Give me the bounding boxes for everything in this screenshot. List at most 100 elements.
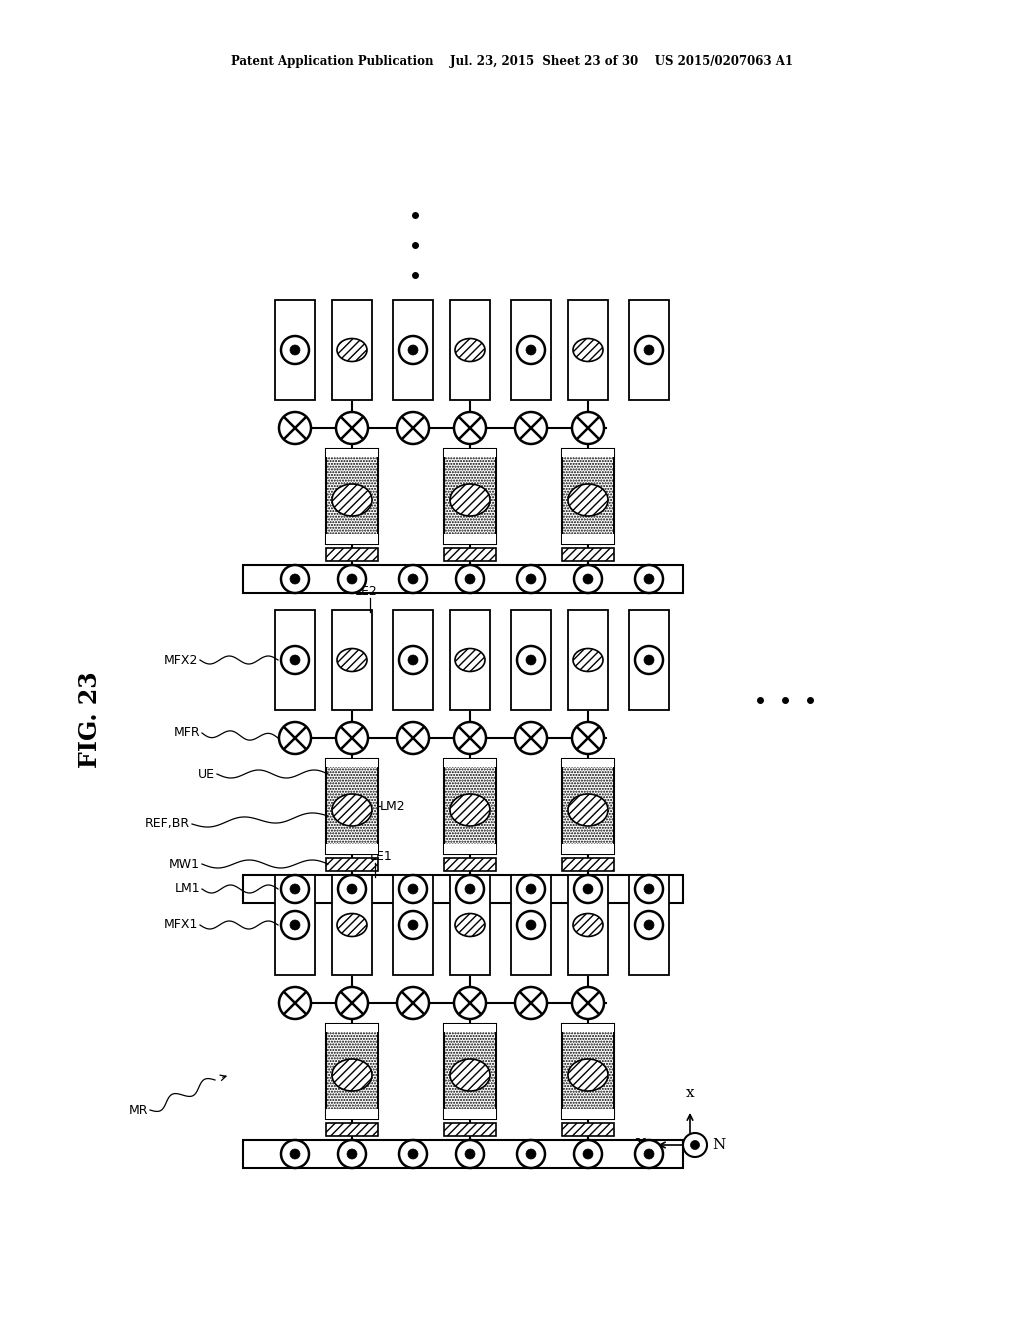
Ellipse shape — [337, 338, 367, 362]
Bar — [562, 1024, 614, 1119]
Circle shape — [454, 722, 486, 754]
Circle shape — [635, 911, 663, 939]
Text: MW1: MW1 — [169, 858, 200, 870]
Ellipse shape — [573, 338, 603, 362]
Bar — [629, 300, 669, 400]
Bar — [326, 1024, 378, 1119]
Bar — [511, 875, 551, 975]
Circle shape — [399, 875, 427, 903]
Circle shape — [338, 875, 366, 903]
Bar — [393, 610, 433, 710]
Text: MFX2: MFX2 — [164, 653, 198, 667]
Bar — [562, 548, 614, 561]
Circle shape — [517, 645, 545, 675]
Bar — [629, 610, 669, 710]
Bar — [444, 759, 496, 767]
Circle shape — [397, 722, 429, 754]
Bar — [629, 875, 669, 975]
Circle shape — [635, 565, 663, 593]
Bar — [326, 843, 378, 854]
Bar — [444, 759, 496, 854]
Circle shape — [526, 884, 536, 894]
Bar — [562, 759, 614, 767]
Bar — [275, 875, 315, 975]
Circle shape — [635, 337, 663, 364]
Bar — [562, 449, 614, 544]
Bar — [562, 858, 614, 871]
Circle shape — [517, 875, 545, 903]
Circle shape — [290, 1148, 300, 1159]
Circle shape — [583, 574, 593, 583]
Circle shape — [515, 987, 547, 1019]
Circle shape — [399, 645, 427, 675]
Bar — [511, 610, 551, 710]
Circle shape — [290, 574, 300, 583]
Circle shape — [515, 722, 547, 754]
Circle shape — [465, 574, 475, 583]
Circle shape — [690, 1140, 699, 1150]
Circle shape — [456, 1140, 484, 1168]
Circle shape — [281, 645, 309, 675]
Ellipse shape — [573, 648, 603, 672]
Circle shape — [635, 645, 663, 675]
Circle shape — [397, 987, 429, 1019]
Circle shape — [515, 412, 547, 444]
Circle shape — [279, 987, 311, 1019]
Bar — [444, 548, 496, 561]
Bar — [332, 875, 372, 975]
Circle shape — [572, 722, 604, 754]
Circle shape — [517, 911, 545, 939]
Circle shape — [644, 655, 654, 665]
Text: x: x — [686, 1086, 694, 1100]
Bar — [332, 610, 372, 710]
Circle shape — [336, 412, 368, 444]
Circle shape — [290, 655, 300, 665]
Bar — [562, 535, 614, 544]
Text: MR: MR — [128, 1104, 148, 1117]
Text: MFX1: MFX1 — [164, 919, 198, 932]
Bar — [326, 1123, 378, 1137]
Bar — [444, 1109, 496, 1119]
Circle shape — [572, 987, 604, 1019]
Circle shape — [279, 722, 311, 754]
Circle shape — [290, 345, 300, 355]
Ellipse shape — [455, 648, 485, 672]
Circle shape — [408, 884, 418, 894]
Circle shape — [281, 337, 309, 364]
Circle shape — [517, 337, 545, 364]
Bar — [444, 1123, 496, 1137]
Text: FIG. 23: FIG. 23 — [78, 672, 102, 768]
Bar — [511, 300, 551, 400]
Circle shape — [517, 1140, 545, 1168]
Circle shape — [526, 574, 536, 583]
Circle shape — [336, 722, 368, 754]
Circle shape — [338, 565, 366, 593]
Ellipse shape — [332, 795, 372, 826]
Bar — [326, 759, 378, 854]
Ellipse shape — [450, 1059, 490, 1092]
Circle shape — [408, 920, 418, 931]
Text: LM2: LM2 — [380, 800, 406, 813]
Bar — [326, 449, 378, 457]
Text: REF,BR: REF,BR — [144, 817, 190, 830]
Bar — [444, 449, 496, 457]
Circle shape — [279, 412, 311, 444]
Text: Patent Application Publication    Jul. 23, 2015  Sheet 23 of 30    US 2015/02070: Patent Application Publication Jul. 23, … — [231, 55, 793, 69]
Circle shape — [408, 345, 418, 355]
Circle shape — [399, 911, 427, 939]
Circle shape — [347, 574, 357, 583]
Circle shape — [290, 920, 300, 931]
Circle shape — [644, 345, 654, 355]
Circle shape — [281, 1140, 309, 1168]
Bar — [326, 449, 378, 544]
Ellipse shape — [337, 648, 367, 672]
Ellipse shape — [450, 484, 490, 516]
Bar — [568, 875, 608, 975]
Bar — [326, 548, 378, 561]
Bar — [393, 300, 433, 400]
Bar — [326, 759, 378, 767]
Circle shape — [454, 412, 486, 444]
Circle shape — [572, 412, 604, 444]
Circle shape — [454, 987, 486, 1019]
Circle shape — [583, 884, 593, 894]
